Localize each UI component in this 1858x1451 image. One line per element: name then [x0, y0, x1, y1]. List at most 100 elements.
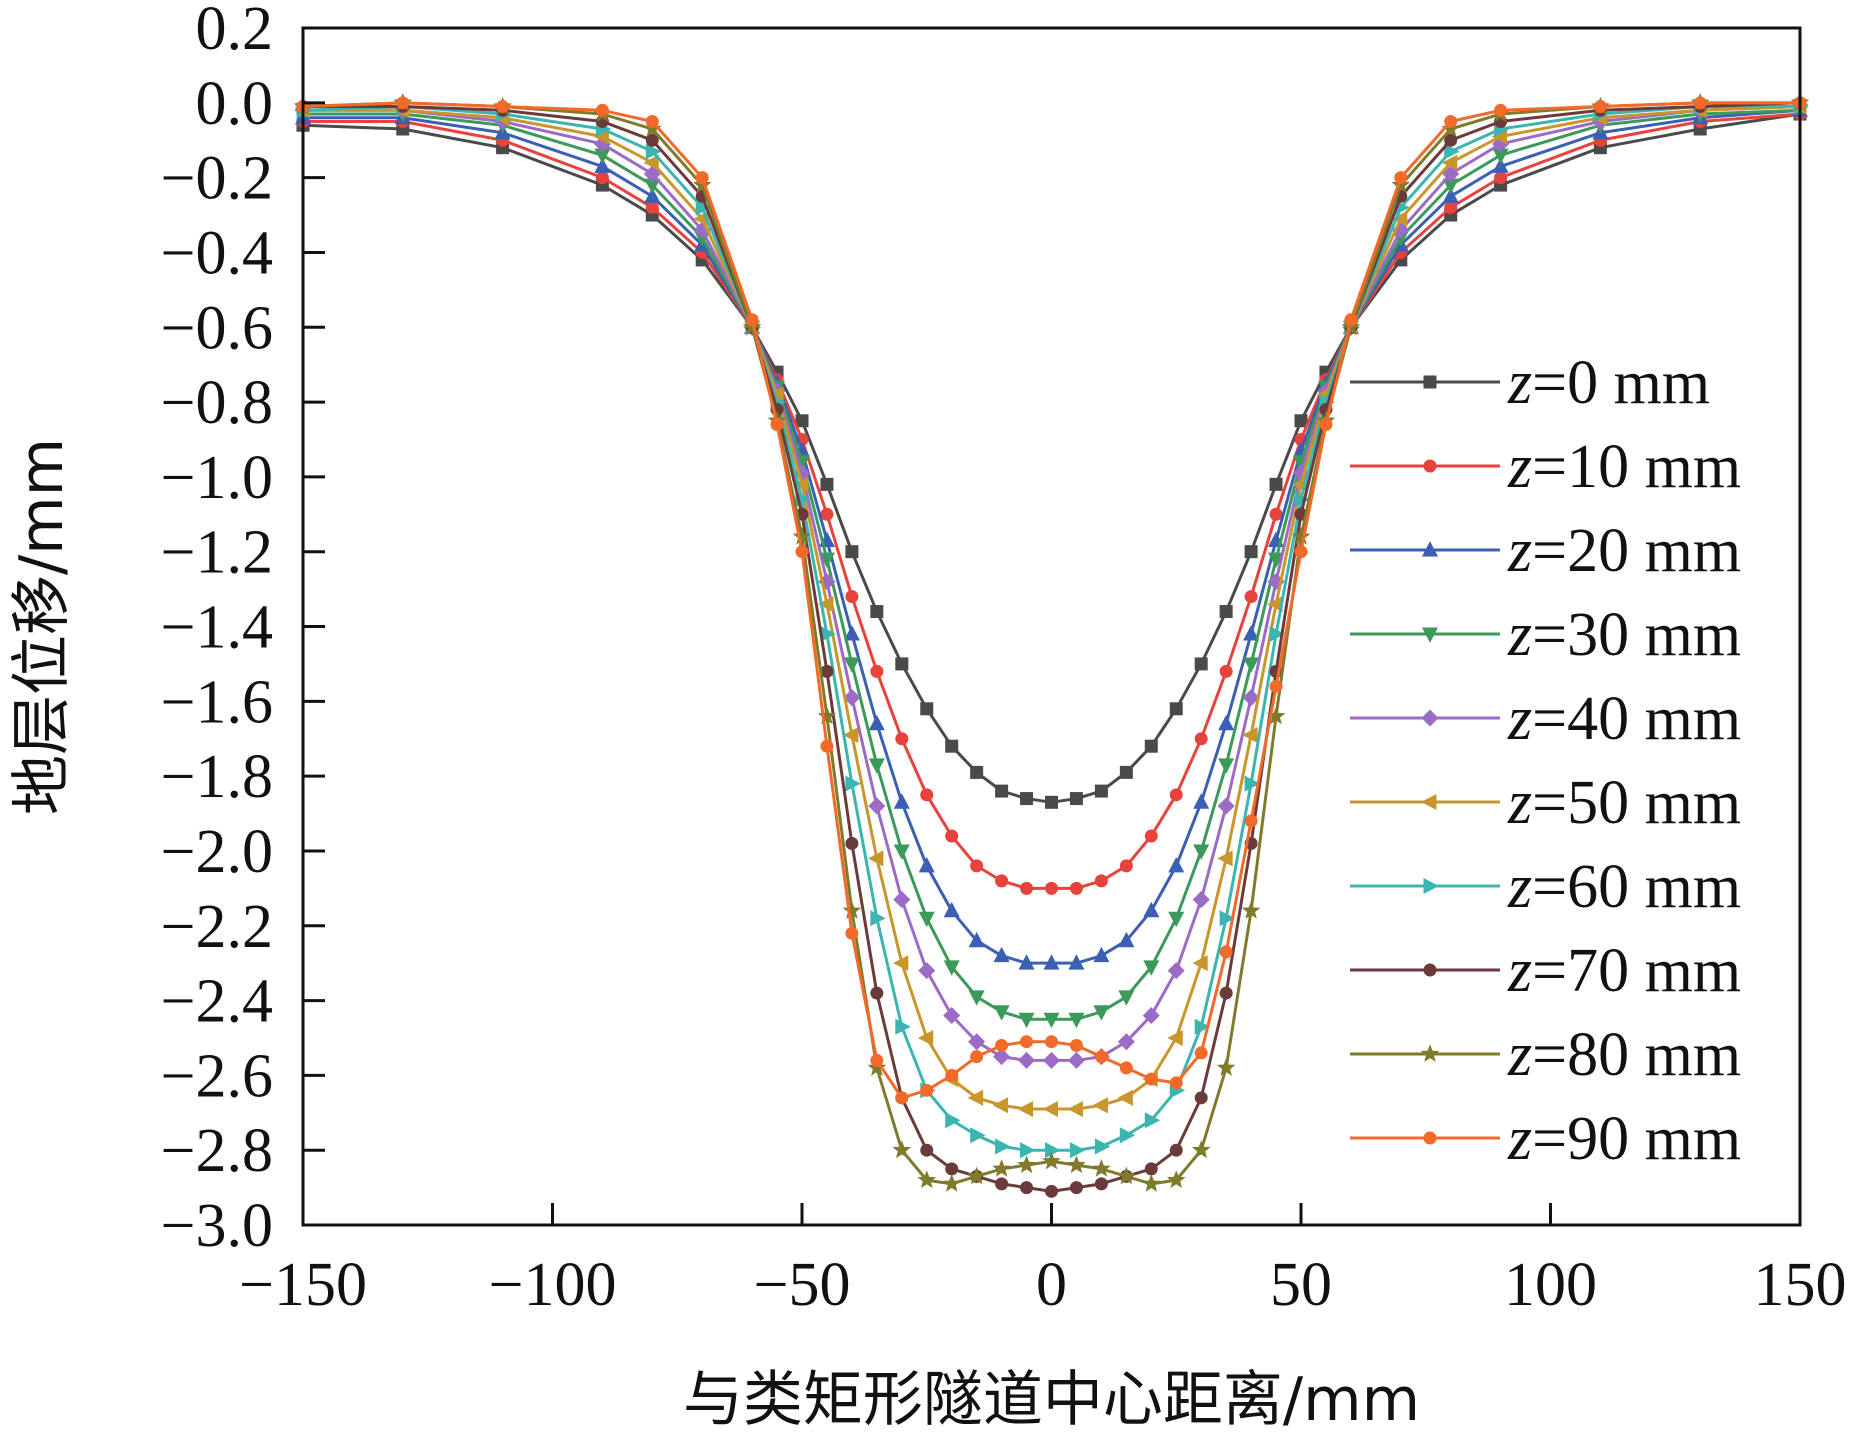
- legend-variable: z: [1507, 349, 1532, 417]
- data-point: [643, 154, 659, 171]
- data-point: [1045, 1142, 1061, 1159]
- data-point: [1319, 418, 1333, 432]
- legend-series-name: =0 mm: [1532, 349, 1710, 417]
- data-point: [1494, 103, 1508, 117]
- data-point: [820, 477, 834, 491]
- data-point: [1444, 115, 1458, 129]
- legend-label: z=0 mm: [1507, 349, 1710, 417]
- y-tick-label: −0.2: [161, 145, 273, 213]
- data-point: [845, 775, 861, 792]
- data-point: [1144, 1162, 1158, 1176]
- legend-variable: z: [1507, 769, 1532, 837]
- data-point: [1017, 1155, 1036, 1174]
- data-point: [867, 1058, 887, 1076]
- data-point: [1118, 990, 1135, 1006]
- data-point: [993, 1048, 1011, 1066]
- data-point: [1045, 1184, 1058, 1198]
- data-point: [920, 1083, 934, 1097]
- data-point: [1119, 1127, 1136, 1144]
- legend-item: z=40 mm: [1350, 685, 1741, 753]
- data-point: [1242, 726, 1258, 744]
- y-tick-label: 0.0: [196, 70, 274, 138]
- data-point: [644, 187, 661, 203]
- data-point: [1067, 1155, 1086, 1174]
- data-point: [1216, 1058, 1236, 1076]
- legend: z=0 mmz=10 mmz=20 mmz=30 mmz=40 mmz=50 m…: [1350, 349, 1741, 1173]
- data-point: [396, 96, 410, 110]
- data-point: [645, 201, 659, 215]
- data-point: [1018, 954, 1035, 970]
- data-point: [1117, 1089, 1133, 1106]
- data-point: [1069, 1181, 1083, 1195]
- data-point: [795, 545, 809, 559]
- data-point: [1244, 545, 1258, 559]
- data-point: [1344, 313, 1358, 327]
- legend-item: z=20 mm: [1350, 517, 1741, 585]
- data-point: [1068, 954, 1085, 970]
- data-point: [845, 590, 859, 604]
- data-point: [995, 1138, 1011, 1155]
- series-9: [296, 96, 1807, 1105]
- data-point: [1243, 625, 1260, 641]
- data-point: [1093, 1005, 1110, 1021]
- legend-series-name: =10 mm: [1532, 433, 1741, 501]
- data-point: [893, 793, 910, 809]
- data-point: [643, 165, 661, 183]
- legend-variable: z: [1507, 685, 1532, 753]
- data-point: [1144, 739, 1158, 753]
- x-tick-label: 0: [1036, 1251, 1067, 1319]
- data-point: [1219, 986, 1233, 1000]
- data-point: [870, 605, 884, 619]
- data-point: [867, 850, 884, 867]
- data-point: [1092, 1159, 1111, 1177]
- data-point: [842, 900, 862, 919]
- legend-series-name: =40 mm: [1532, 685, 1741, 753]
- legend-marker: [1421, 793, 1437, 811]
- data-point: [1020, 1035, 1034, 1049]
- data-point: [1593, 100, 1607, 114]
- data-point: [1067, 1101, 1083, 1118]
- y-tick-label: −2.2: [161, 893, 273, 961]
- data-point: [1241, 900, 1261, 919]
- data-point: [1169, 702, 1183, 716]
- data-point: [1045, 1035, 1058, 1049]
- data-point: [943, 960, 960, 976]
- data-point: [1219, 664, 1233, 678]
- data-point: [1441, 154, 1458, 171]
- legend-item: z=90 mm: [1350, 1105, 1741, 1173]
- data-point: [895, 732, 909, 746]
- data-point: [1219, 910, 1236, 927]
- y-tick-label: −0.8: [161, 369, 273, 437]
- data-point: [1693, 96, 1707, 110]
- data-point: [992, 1097, 1009, 1114]
- y-tick-label: −1.6: [161, 668, 273, 736]
- data-point: [1018, 1051, 1036, 1069]
- data-point: [1094, 1050, 1108, 1064]
- data-point: [967, 1089, 984, 1106]
- legend-marker: [1423, 1131, 1437, 1145]
- legend-label: z=40 mm: [1507, 685, 1741, 753]
- x-tick-label: 50: [1270, 1251, 1332, 1319]
- data-point: [920, 788, 934, 802]
- data-point: [917, 1029, 934, 1046]
- data-point: [594, 157, 611, 173]
- legend-variable: z: [1507, 601, 1532, 669]
- data-point: [1042, 1051, 1061, 1069]
- legend-variable: z: [1507, 1105, 1532, 1173]
- legend-variable: z: [1507, 1021, 1532, 1089]
- data-point: [1093, 946, 1110, 963]
- data-point: [970, 1050, 984, 1064]
- y-tick-label: −1.4: [161, 594, 273, 662]
- data-point: [1144, 829, 1158, 843]
- data-point: [1117, 1166, 1136, 1185]
- data-point: [770, 418, 784, 432]
- axis-ticks: [301, 26, 1802, 1227]
- data-point: [1119, 859, 1133, 873]
- data-point: [1069, 1038, 1083, 1052]
- y-tick-label: −2.4: [161, 968, 273, 1036]
- data-point: [692, 175, 712, 194]
- data-point: [745, 313, 759, 327]
- y-tick-label: −1.0: [161, 444, 273, 512]
- data-point: [920, 702, 934, 716]
